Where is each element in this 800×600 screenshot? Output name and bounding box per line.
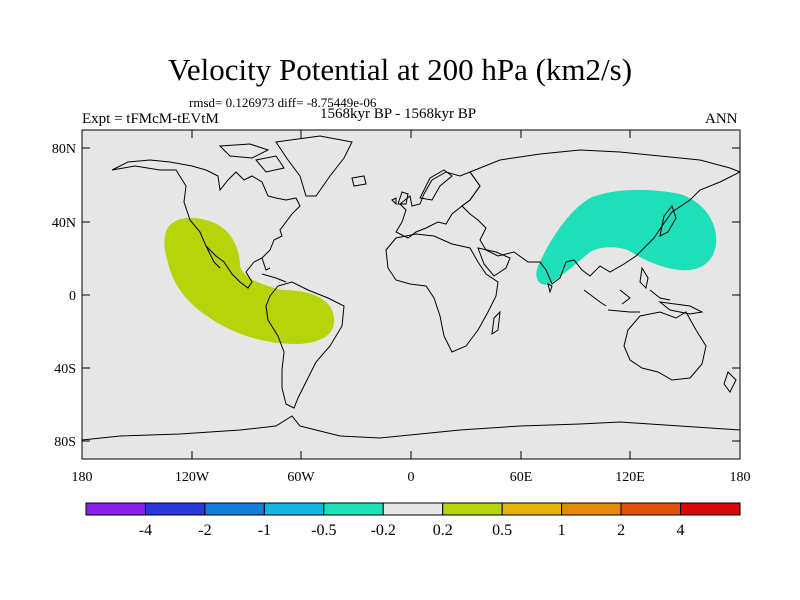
colorbar-label: 2 — [617, 522, 625, 539]
coastline-scandinavia — [419, 169, 453, 201]
colorbar-swatch — [680, 502, 741, 516]
coastline-north-america — [111, 159, 301, 289]
colorbar-label: 1 — [558, 522, 566, 539]
coastline-cuba — [261, 273, 287, 283]
colorbar-swatch — [263, 502, 325, 516]
lat-label-80s: 80S — [54, 435, 76, 450]
colorbar-label: 0.5 — [492, 522, 512, 539]
colorbar-swatch — [620, 502, 682, 516]
experiment-label: Expt = tFMcM-tEVtM — [82, 111, 219, 127]
coastline-baja — [205, 245, 221, 269]
colorbar-swatch — [323, 502, 384, 516]
coastline-arctic-islands — [218, 143, 285, 173]
colorbar-swatch — [204, 502, 265, 516]
coastline-britain — [391, 191, 409, 206]
colorbar-label: 0.2 — [433, 522, 453, 539]
map-background — [82, 130, 740, 459]
coastline-australia — [623, 311, 707, 381]
lon-label-120e: 120E — [615, 470, 645, 485]
lon-label-180e: 180 — [730, 470, 751, 485]
coastline-asia — [461, 149, 740, 285]
colorbar-label: -2 — [198, 522, 211, 539]
colorbar-swatch — [501, 502, 563, 516]
colorbar-label: -0.5 — [311, 522, 336, 539]
lon-label-0: 0 — [408, 470, 415, 485]
colorbar-label: -4 — [139, 522, 152, 539]
lon-label-180w: 180 — [72, 470, 93, 485]
coastline-antarctica — [82, 415, 740, 441]
lat-label-80n: 80N — [52, 142, 76, 157]
colorbar-swatch — [382, 502, 444, 516]
lat-label-40s: 40S — [54, 362, 76, 377]
coastline-europe — [395, 171, 481, 239]
coastline-madagascar — [491, 310, 501, 336]
season-label: ANN — [705, 111, 738, 127]
colorbar: -4 -2 -1 -0.5 -0.2 0.2 0.5 1 2 4 — [85, 502, 741, 539]
coastline-greenland — [275, 135, 353, 197]
lon-label-60e: 60E — [510, 470, 533, 485]
colorbar-swatch — [561, 502, 622, 516]
positive-anomaly-americas — [164, 217, 335, 344]
coastline-arabia — [477, 247, 511, 277]
coastline-south-america — [265, 281, 345, 409]
coastline-japan — [659, 204, 677, 237]
colorbar-swatch — [442, 502, 503, 516]
coastline-new-zealand — [723, 371, 737, 393]
colorbar-swatch — [144, 502, 206, 516]
coastline-indonesia — [583, 289, 704, 315]
period-label: 1568kyr BP - 1568kyr BP — [320, 106, 477, 122]
lon-label-60w: 60W — [287, 470, 315, 485]
lat-label-40n: 40N — [52, 216, 76, 231]
coastline-iceland — [351, 175, 367, 187]
chart-title: Velocity Potential at 200 hPa (km2/s) — [167, 52, 633, 87]
colorbar-swatch — [85, 502, 146, 516]
colorbar-label: 4 — [677, 522, 685, 539]
colorbar-label: -1 — [258, 522, 271, 539]
colorbar-label: -0.2 — [371, 522, 396, 539]
coastlines — [82, 135, 740, 441]
coastline-philippines — [639, 266, 649, 290]
lon-label-120w: 120W — [175, 470, 210, 485]
coastline-florida — [261, 257, 271, 271]
tick-marks — [82, 130, 740, 459]
lat-label-0: 0 — [69, 289, 76, 304]
coastline-africa — [385, 233, 499, 353]
coastline-sri-lanka — [547, 283, 553, 294]
stats-text: rmsd= 0.126973 diff= -8.75449e-06 — [189, 95, 377, 110]
